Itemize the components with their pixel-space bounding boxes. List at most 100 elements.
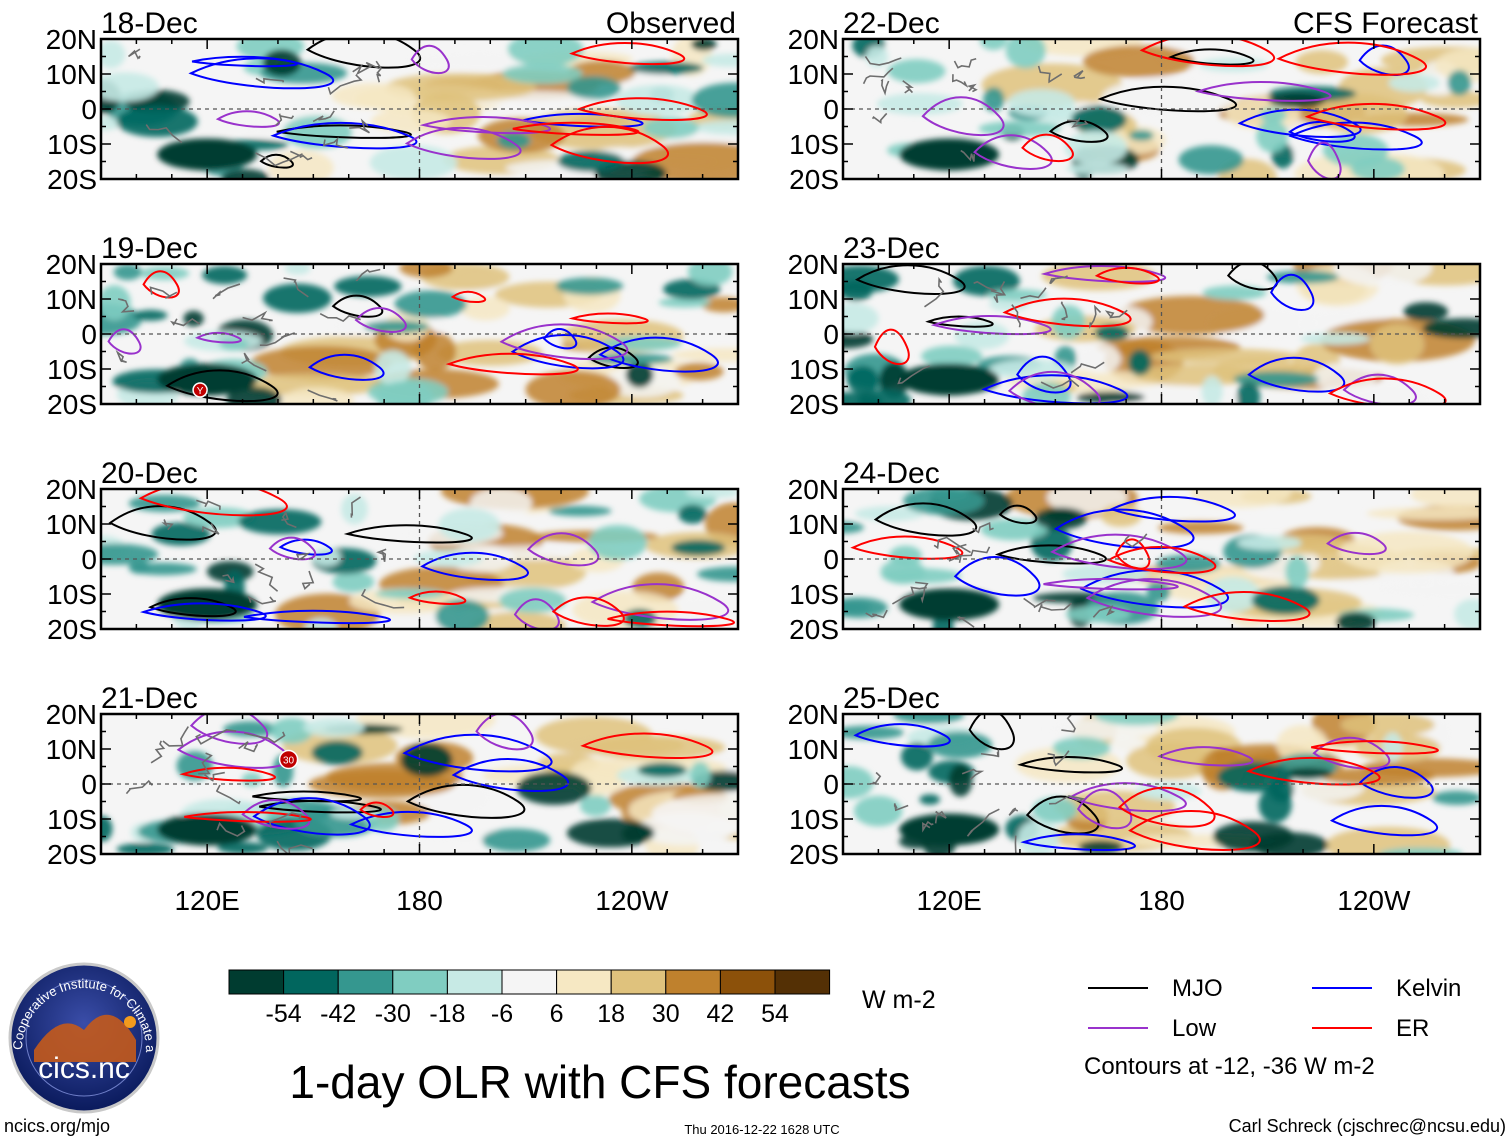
olr-cool-anomaly [637, 762, 687, 778]
coastline [375, 60, 383, 83]
olr-cool-anomaly [1422, 318, 1480, 339]
colorbar-label: 54 [761, 1000, 789, 1028]
lon-label: 180 [1138, 885, 1185, 916]
colorbar-bin [392, 969, 448, 995]
panel-tag: Observed [606, 7, 736, 40]
olr-cool-anomaly [879, 362, 909, 399]
olr-field [101, 489, 738, 629]
contour-er [850, 535, 964, 560]
contour-low [1194, 80, 1332, 102]
contour-er [576, 97, 708, 121]
coastline [1123, 533, 1148, 548]
colorbar-label: 18 [597, 1000, 625, 1028]
olr-cool-anomaly [843, 766, 874, 799]
coastline [993, 281, 1007, 303]
olr-cool-anomaly [1382, 732, 1403, 762]
colorbar-bin [228, 969, 285, 995]
coastline [1073, 70, 1086, 80]
coastline [149, 286, 178, 299]
coastline [254, 563, 279, 592]
olr-warm-anomaly [1366, 507, 1480, 520]
footer-author: Carl Schreck (cjschrec@ncsu.edu) [1229, 1116, 1506, 1136]
contour-kelvin [1247, 356, 1346, 393]
contour-er [1182, 590, 1311, 622]
coastlines [862, 56, 1089, 162]
lat-label: 0 [823, 319, 839, 350]
olr-cool-anomaly [1454, 598, 1480, 629]
coastline [1011, 304, 1021, 328]
olr-cool-anomaly [1146, 581, 1171, 602]
lat-label: 10S [789, 804, 839, 835]
contour-kelvin [278, 538, 333, 556]
olr-cool-anomaly [900, 742, 934, 771]
colorbar-bin [665, 969, 721, 995]
contour-kelvin [1079, 569, 1229, 609]
olr-cool-anomaly [113, 264, 142, 281]
lat-label: 20S [789, 389, 839, 420]
olr-cool-anomaly [588, 524, 647, 561]
contour-kelvin [1329, 804, 1439, 837]
contour-mjo [147, 597, 237, 618]
figure-title: 1-day OLR with CFS forecasts [289, 1056, 910, 1108]
olr-field [843, 264, 1480, 404]
lat-label: 0 [81, 544, 97, 575]
coastline [376, 548, 387, 562]
coastline [1070, 361, 1105, 374]
olr-cool-anomaly [438, 508, 501, 543]
coastline [247, 595, 276, 605]
coastline [319, 312, 361, 323]
coastline [870, 771, 882, 785]
contour-kelvin [188, 57, 335, 90]
contour-er [1327, 377, 1447, 404]
olr-warm-anomaly [1340, 714, 1435, 737]
contour-kelvin [1108, 495, 1236, 523]
contour-er [1117, 786, 1216, 828]
coastline [216, 821, 246, 837]
coastline [204, 771, 225, 782]
contour-er [1002, 297, 1132, 328]
olr-warm-anomaly [1374, 580, 1480, 600]
olr-cool-anomaly [1322, 134, 1389, 168]
olr-warm-anomaly [470, 489, 533, 519]
contour-mjo [587, 346, 639, 370]
panel-grid: 20N 10N 0 10S 20S 18-Dec Observed 20N 10N 0 10S 20S… [46, 7, 1482, 870]
coastline [880, 78, 890, 96]
olr-cool-anomaly [101, 815, 113, 842]
lat-label: 0 [823, 94, 839, 125]
olr-cool-anomaly [1204, 576, 1261, 613]
coastline [953, 57, 977, 69]
contour-low [499, 323, 629, 361]
olr-cool-anomaly [1256, 120, 1289, 153]
olr-field [843, 714, 1480, 854]
lat-label: 10N [46, 284, 97, 315]
lat-label: 10N [788, 284, 839, 315]
olr-cool-anomaly [262, 283, 332, 313]
coastline [255, 77, 285, 85]
lat-label: 10S [47, 804, 97, 835]
lat-label: 0 [81, 769, 97, 800]
olr-cool-anomaly [369, 145, 458, 179]
contour-low [215, 110, 280, 128]
olr-cool-anomaly [691, 82, 738, 118]
contour-kelvin [1270, 273, 1315, 312]
olr-warm-anomaly [1312, 362, 1377, 392]
contour-mjo [1048, 119, 1109, 143]
olr-core [899, 813, 1000, 846]
olr-cool-anomaly [854, 506, 924, 522]
olr-cool-anomaly [221, 169, 270, 179]
contour-low [241, 799, 311, 830]
colorbar-label: 6 [550, 1000, 564, 1028]
olr-warm-anomaly [250, 345, 392, 380]
coastline [301, 570, 315, 591]
legend-label-low: Low [1172, 1015, 1217, 1042]
olr-cool-anomaly [853, 795, 903, 827]
olr-core [899, 363, 1000, 396]
contour-er [1139, 39, 1276, 68]
storm-marker-label: Y [197, 386, 204, 397]
contour-low [526, 532, 600, 567]
olr-cool-anomaly [219, 337, 249, 351]
olr-cool-anomaly [689, 761, 711, 788]
olr-cool-anomaly [671, 539, 726, 556]
lat-label: 20N [788, 699, 839, 730]
olr-warm-anomaly [1078, 343, 1121, 374]
